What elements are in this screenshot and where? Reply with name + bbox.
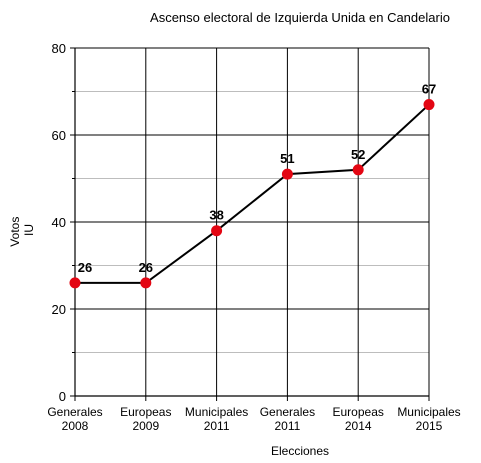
x-tick-label-3: Generales 2011	[260, 405, 315, 433]
data-point-5	[423, 99, 435, 111]
data-label-1: 26	[139, 260, 153, 275]
chart-title: Ascenso electoral de Izquierda Unida en …	[150, 10, 450, 25]
data-label-3: 51	[280, 151, 294, 166]
x-tick-label-1-line-2: 2009	[132, 419, 159, 433]
y-tick-label-4: 80	[52, 41, 66, 56]
x-tick-label-4-line-2: 2014	[345, 419, 372, 433]
data-label-0: 26	[78, 260, 92, 275]
x-tick-label-4: Europeas 2014	[333, 405, 384, 433]
label-layer: 26 26 38 51 52 67	[78, 82, 436, 275]
y-tick-label-3: 60	[52, 128, 66, 143]
x-tick-label-3-line-2: 2011	[274, 419, 300, 433]
y-tick-label-1: 20	[52, 302, 66, 317]
x-axis-label: Elecciones	[271, 444, 329, 458]
series-line	[75, 103, 430, 284]
data-point-1	[140, 277, 152, 289]
data-label-4: 52	[351, 147, 365, 162]
x-tick-label-5: Municipales 2015	[397, 405, 460, 433]
y-axis-label-line-1: Votos	[8, 217, 22, 247]
x-tick-label-5-line-2: 2015	[416, 419, 443, 433]
y-tick-label-0: 0	[59, 389, 66, 404]
y-tick-label-2: 40	[52, 215, 66, 230]
x-tick-label-0: Generales 2008	[47, 405, 102, 433]
data-point-3	[281, 168, 293, 180]
y-axis-label: Votos IU	[8, 213, 36, 246]
data-label-5: 67	[422, 82, 436, 97]
x-tick-label-2: Municipales 2011	[185, 405, 248, 433]
x-tick-label-2-line-1: Municipales	[185, 405, 248, 419]
x-tick-label-5-line-1: Municipales	[397, 405, 460, 419]
data-point-4	[352, 164, 364, 176]
x-tick-label-4-line-1: Europeas	[333, 405, 384, 419]
x-tick-label-3-line-1: Generales	[260, 405, 315, 419]
series-layer	[69, 99, 435, 289]
x-tick-label-1: Europeas 2009	[120, 405, 171, 433]
data-label-2: 38	[209, 208, 223, 223]
data-point-0	[69, 277, 81, 289]
grid-layer	[74, 47, 430, 397]
data-point-2	[211, 225, 223, 237]
x-tick-label-0-line-2: 2008	[62, 419, 89, 433]
x-tick-label-1-line-1: Europeas	[120, 405, 171, 419]
x-tick-label-0-line-1: Generales	[47, 405, 102, 419]
x-tick-label-2-line-2: 2011	[204, 419, 230, 433]
y-axis-label-line-2: IU	[22, 224, 36, 236]
